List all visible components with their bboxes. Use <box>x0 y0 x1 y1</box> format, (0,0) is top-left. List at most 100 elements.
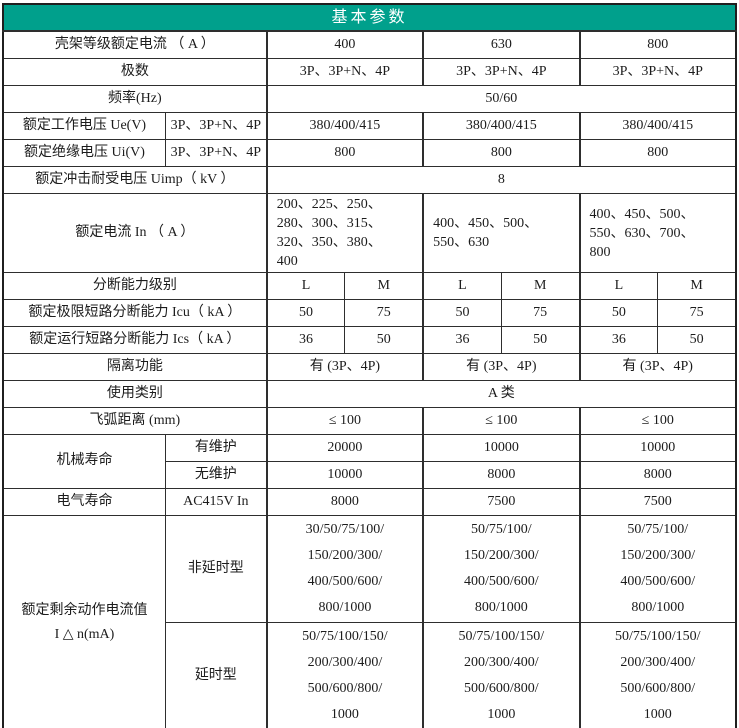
arc-distance-label: 飞弧距离 (mm) <box>2 407 268 435</box>
icu-value-3: 50 <box>422 299 502 327</box>
ics-value-5: 36 <box>578 326 659 354</box>
mech-maintained-value-1: 20000 <box>265 434 424 462</box>
mech-unmaintained-value-2: 8000 <box>422 461 581 489</box>
ui-value-3: 800 <box>578 139 737 167</box>
frequency-value: 50/60 <box>265 85 737 113</box>
frame-current-value-1: 400 <box>265 30 424 59</box>
poles-value-2: 3P、3P+N、4P <box>422 58 581 86</box>
row-impulse-voltage-uimp: 额定冲击耐受电压 Uimp（ kV ） 8 <box>2 166 737 194</box>
residual-nondelay-value-2: 50/75/100/ 150/200/300/ 400/500/600/ 800… <box>422 515 581 623</box>
isolation-label: 隔离功能 <box>2 353 268 381</box>
mech-maintained-value-2: 10000 <box>422 434 581 462</box>
row-rated-voltage-ue: 额定工作电压 Ue(V) 3P、3P+N、4P 380/400/415 380/… <box>2 112 737 140</box>
frame-current-label: 壳架等级额定电流 （ A ） <box>2 30 268 59</box>
row-isolation: 隔离功能 有 (3P、4P) 有 (3P、4P) 有 (3P、4P) <box>2 353 737 381</box>
in-value-3: 400、450、500、 550、630、700、 800 <box>578 193 737 273</box>
mechanical-life-label: 机械寿命 <box>2 434 166 489</box>
row-electrical-life: 电气寿命 AC415V In 8000 7500 7500 <box>2 488 737 516</box>
mech-unmaintained-value-3: 8000 <box>578 461 737 489</box>
breaking-level-1: L <box>265 272 346 300</box>
ue-value-1: 380/400/415 <box>265 112 424 140</box>
ics-value-1: 36 <box>265 326 346 354</box>
residual-nondelay-value-1: 30/50/75/100/ 150/200/300/ 400/500/600/ … <box>265 515 424 623</box>
basic-parameters-table: 基本参数 壳架等级额定电流 （ A ） 400 630 800 极数 3P、3P… <box>2 3 737 728</box>
ics-label: 额定运行短路分断能力 Ics（ kA ） <box>2 326 268 354</box>
row-mechanical-life-maintained: 机械寿命 有维护 20000 10000 10000 <box>2 434 737 489</box>
row-breaking-level: 分断能力级别 L M L M L M <box>2 272 737 300</box>
row-frequency: 频率(Hz) 50/60 <box>2 85 737 113</box>
row-rated-current-in: 额定电流 In （ A ） 200、225、250、 280、300、315、 … <box>2 193 737 273</box>
residual-delay-value-1: 50/75/100/150/ 200/300/400/ 500/600/800/… <box>265 622 424 728</box>
residual-delay-value-3: 50/75/100/150/ 200/300/400/ 500/600/800/… <box>578 622 737 728</box>
ics-value-4: 50 <box>500 326 581 354</box>
nondelay-type-label: 非延时型 <box>164 515 268 623</box>
breaking-level-4: M <box>500 272 581 300</box>
icu-value-4: 75 <box>500 299 581 327</box>
in-label: 额定电流 In （ A ） <box>2 193 268 273</box>
isolation-value-2: 有 (3P、4P) <box>422 353 581 381</box>
frame-current-value-2: 630 <box>422 30 581 59</box>
arc-distance-value-3: ≤ 100 <box>578 407 737 435</box>
elec-life-value-2: 7500 <box>422 488 581 516</box>
row-arc-distance: 飞弧距离 (mm) ≤ 100 ≤ 100 ≤ 100 <box>2 407 737 435</box>
ics-value-2: 50 <box>344 326 424 354</box>
electrical-life-condition: AC415V In <box>164 488 268 516</box>
mech-maintained-value-3: 10000 <box>578 434 737 462</box>
breaking-level-5: L <box>578 272 659 300</box>
arc-distance-value-2: ≤ 100 <box>422 407 581 435</box>
icu-value-6: 75 <box>657 299 737 327</box>
ue-value-3: 380/400/415 <box>578 112 737 140</box>
residual-nondelay-value-3: 50/75/100/ 150/200/300/ 400/500/600/ 800… <box>578 515 737 623</box>
poles-value-1: 3P、3P+N、4P <box>265 58 424 86</box>
elec-life-value-3: 7500 <box>578 488 737 516</box>
table-title: 基本参数 <box>2 3 737 32</box>
row-icu: 额定极限短路分断能力 Icu（ kA ） 50 75 50 75 50 75 <box>2 299 737 327</box>
row-mechanical-life-unmaintained: 无维护 10000 8000 8000 <box>3 461 737 489</box>
poles-value-3: 3P、3P+N、4P <box>578 58 737 86</box>
row-residual-nondelay: 额定剩余动作电流值 I △ n(mA) 非延时型 30/50/75/100/ 1… <box>2 515 737 728</box>
icu-value-2: 75 <box>344 299 424 327</box>
breaking-level-label: 分断能力级别 <box>2 272 268 300</box>
table-header-row: 基本参数 <box>2 3 737 32</box>
elec-life-value-1: 8000 <box>265 488 424 516</box>
residual-current-label: 额定剩余动作电流值 I △ n(mA) <box>2 515 166 728</box>
ui-value-2: 800 <box>422 139 581 167</box>
icu-value-1: 50 <box>265 299 346 327</box>
poles-label: 极数 <box>2 58 268 86</box>
row-insulation-voltage-ui: 额定绝缘电压 Ui(V) 3P、3P+N、4P 800 800 800 <box>2 139 737 167</box>
in-value-2: 400、450、500、 550、630 <box>422 193 581 273</box>
row-frame-current: 壳架等级额定电流 （ A ） 400 630 800 <box>2 30 737 59</box>
icu-value-5: 50 <box>578 299 659 327</box>
frame-current-value-3: 800 <box>578 30 737 59</box>
icu-label: 额定极限短路分断能力 Icu（ kA ） <box>2 299 268 327</box>
uimp-label: 额定冲击耐受电压 Uimp（ kV ） <box>2 166 268 194</box>
row-residual-delay: 延时型 50/75/100/150/ 200/300/400/ 500/600/… <box>3 622 737 728</box>
ui-value-1: 800 <box>265 139 424 167</box>
row-utilization-category: 使用类别 A 类 <box>2 380 737 408</box>
ue-label: 额定工作电压 Ue(V) <box>2 112 166 140</box>
residual-delay-value-2: 50/75/100/150/ 200/300/400/ 500/600/800/… <box>422 622 581 728</box>
row-ics: 额定运行短路分断能力 Ics（ kA ） 36 50 36 50 36 50 <box>2 326 737 354</box>
mechanical-maintained-label: 有维护 <box>164 434 268 462</box>
mechanical-unmaintained-label: 无维护 <box>164 461 268 489</box>
isolation-value-3: 有 (3P、4P) <box>578 353 737 381</box>
mech-unmaintained-value-1: 10000 <box>265 461 424 489</box>
ics-value-6: 50 <box>657 326 737 354</box>
ue-value-2: 380/400/415 <box>422 112 581 140</box>
ue-sub-label: 3P、3P+N、4P <box>164 112 268 140</box>
row-poles: 极数 3P、3P+N、4P 3P、3P+N、4P 3P、3P+N、4P <box>2 58 737 86</box>
ui-label: 额定绝缘电压 Ui(V) <box>2 139 166 167</box>
breaking-level-6: M <box>657 272 737 300</box>
breaking-level-2: M <box>344 272 424 300</box>
uimp-value: 8 <box>265 166 737 194</box>
in-value-1: 200、225、250、 280、300、315、 320、350、380、 4… <box>265 193 424 273</box>
delay-type-label: 延时型 <box>164 622 268 728</box>
isolation-value-1: 有 (3P、4P) <box>265 353 424 381</box>
breaking-level-3: L <box>422 272 502 300</box>
arc-distance-value-1: ≤ 100 <box>265 407 424 435</box>
ics-value-3: 36 <box>422 326 502 354</box>
category-value: A 类 <box>265 380 737 408</box>
ui-sub-label: 3P、3P+N、4P <box>164 139 268 167</box>
frequency-label: 频率(Hz) <box>2 85 268 113</box>
